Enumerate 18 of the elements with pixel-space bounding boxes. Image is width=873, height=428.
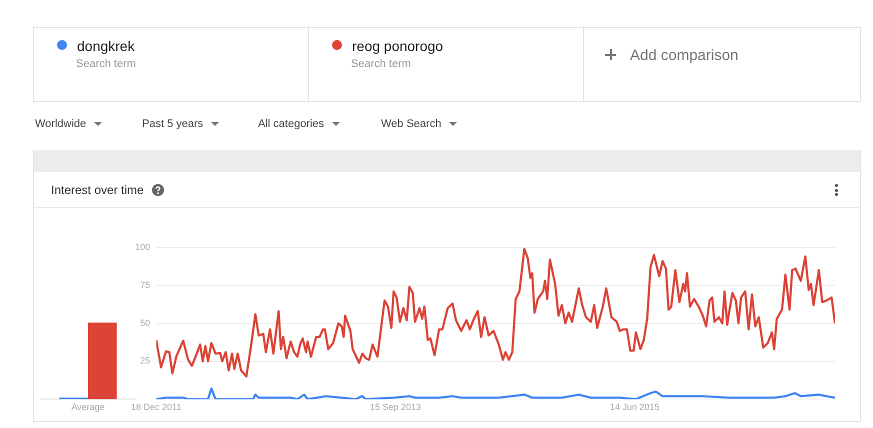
x-tick-label: Average [71,402,105,412]
x-tick-label: 18 Dec 2011 [131,402,182,412]
text: Worldwide [35,118,86,130]
text: Web Search [381,118,442,130]
text: All categories [258,118,324,130]
text: Past 5 years [142,118,204,130]
text: Search term [351,58,411,70]
y-tick-label: 75 [140,280,150,290]
x-tick-label: 15 Sep 2013 [370,402,422,412]
legend-label: reog ponorogo [352,38,444,54]
text: Search term [76,58,136,70]
text: Add comparison [630,47,738,64]
legend-label: dongkrek [77,38,135,54]
y-tick-label: 50 [140,318,150,328]
y-tick-label: 25 [140,356,150,366]
chart-title: Interest over time [51,183,145,197]
y-tick-label: 100 [135,242,150,252]
x-tick-label: 14 Jun 2015 [610,402,660,412]
